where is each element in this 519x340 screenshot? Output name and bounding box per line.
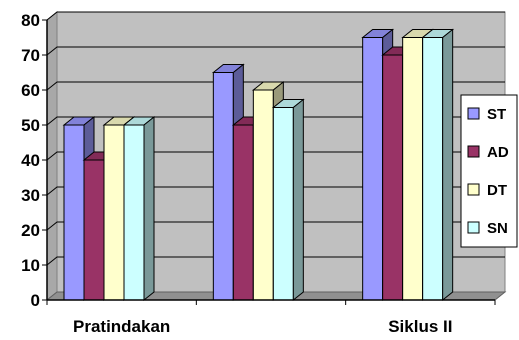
bar-sn-0 (122, 115, 156, 302)
bar-front (252, 89, 274, 301)
gridline (46, 221, 505, 231)
axes: 0 10 20 30 40 50 60 70 80 Pratindakan Siklus II (21, 11, 496, 336)
legend-label: AD (487, 144, 509, 161)
bar-front (232, 124, 254, 301)
y-tick-label: 40 (21, 151, 40, 170)
y-tick-label: 60 (21, 81, 40, 100)
x-category-label: Siklus II (388, 317, 452, 336)
gridlines (46, 11, 505, 266)
gridline (46, 11, 505, 21)
bar-front (212, 72, 234, 301)
bar-front (63, 124, 85, 301)
y-tick-label: 70 (21, 46, 40, 65)
y-tick-label: 50 (21, 116, 40, 135)
bar-side (442, 28, 454, 302)
gridline (46, 46, 505, 56)
gridline (46, 116, 505, 126)
bars (62, 28, 455, 302)
gridline (46, 186, 505, 196)
legend-swatch (467, 183, 480, 196)
bar-side (292, 98, 304, 302)
legend-label: DT (487, 182, 507, 199)
legend-swatch (467, 221, 480, 234)
bar-front (123, 124, 145, 301)
gridline (46, 151, 505, 161)
legend-item-dt: DT (467, 182, 507, 199)
bar-front (362, 37, 384, 301)
y-tick-label: 30 (21, 186, 40, 205)
legend-item-sn: SN (467, 220, 508, 237)
bar-front (272, 107, 294, 301)
legend-swatch (467, 145, 480, 158)
x-category-label: Pratindakan (73, 317, 170, 336)
bar-sn-2 (421, 28, 455, 302)
legend: ST AD DT SN (460, 94, 518, 248)
bar-front (382, 54, 404, 301)
legend-item-st: ST (467, 106, 506, 123)
legend-swatch (467, 107, 480, 120)
bar-front (402, 37, 424, 301)
bar-sn-1 (271, 98, 305, 302)
y-tick-label: 80 (21, 11, 40, 30)
y-tick-label: 0 (31, 291, 40, 310)
legend-item-ad: AD (467, 144, 509, 161)
bar-front (422, 37, 444, 301)
legend-label: ST (487, 106, 506, 123)
gridline (46, 256, 505, 266)
bar-front (103, 124, 125, 301)
legend-label: SN (487, 220, 508, 237)
y-tick-label: 20 (21, 221, 40, 240)
bar-side (143, 115, 155, 302)
y-tick-label: 10 (21, 256, 40, 275)
gridline (46, 81, 505, 91)
bar-front (83, 159, 105, 301)
